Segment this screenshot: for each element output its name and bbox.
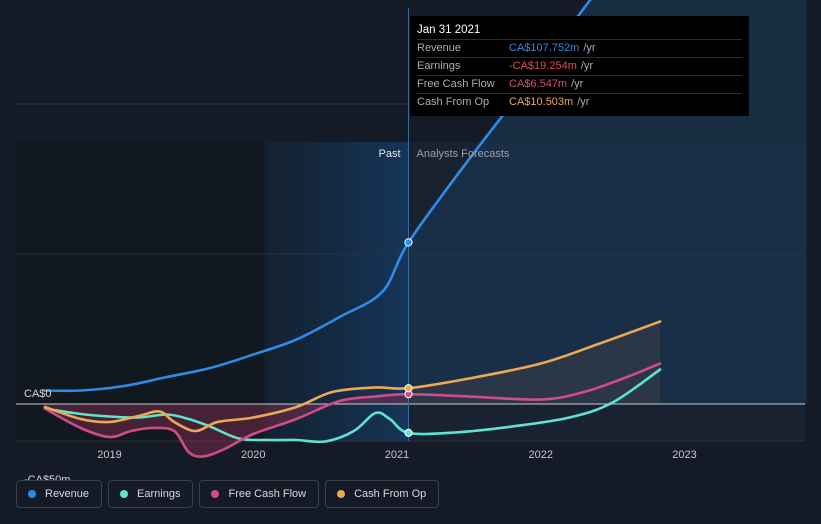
legend-label: Earnings xyxy=(137,488,181,500)
tooltip-label: Revenue xyxy=(417,42,462,54)
x-axis-tick-label: 2021 xyxy=(385,449,409,461)
series-line-free-cash-flow xyxy=(43,362,662,458)
tooltip-value: -CA$19.254m xyxy=(509,60,577,72)
tooltip-date: Jan 31 2021 xyxy=(417,22,742,40)
x-axis-tick-label: 2022 xyxy=(529,449,553,461)
x-axis-tick-label: 2023 xyxy=(672,449,696,461)
x-axis-tick-label: 2020 xyxy=(241,449,265,461)
tooltip-label: Earnings xyxy=(417,60,461,72)
series-line-cash-from-op xyxy=(43,320,662,433)
tooltip-label: Cash From Op xyxy=(417,96,490,108)
tooltip-label: Free Cash Flow xyxy=(417,78,495,90)
region-label-forecast: Analysts Forecasts xyxy=(417,148,510,160)
legend-item-revenue[interactable]: Revenue xyxy=(16,480,103,508)
legend-dot-icon xyxy=(211,490,220,498)
x-axis-tick-label: 2019 xyxy=(97,449,121,461)
region-label-past: Past xyxy=(378,148,400,160)
tooltip-value: CA$107.752m xyxy=(509,42,580,54)
tooltip-unit: /yr xyxy=(583,42,596,54)
legend: Revenue Earnings Free Cash Flow Cash Fro… xyxy=(16,480,440,510)
legend-dot-icon xyxy=(337,490,346,498)
legend-label: Cash From Op xyxy=(354,488,427,500)
legend-label: Revenue xyxy=(45,488,90,500)
y-axis-label: CA$0 xyxy=(24,388,52,400)
tooltip-row-cash-from-op: Cash From Op CA$10.503m /yr xyxy=(417,94,742,111)
legend-item-free-cash-flow[interactable]: Free Cash Flow xyxy=(199,480,320,508)
series-line-earnings xyxy=(43,368,662,444)
tooltip-value: CA$6.547m xyxy=(509,78,568,90)
highlight-marker-earnings xyxy=(404,428,413,437)
tooltip-unit: /yr xyxy=(577,96,590,108)
legend-dot-icon xyxy=(120,490,129,498)
tooltip-row-free-cash-flow: Free Cash Flow CA$6.547m /yr xyxy=(417,76,742,94)
tooltip-unit: /yr xyxy=(571,78,584,90)
cash-from-op-area xyxy=(408,321,661,404)
legend-dot-icon xyxy=(28,490,36,498)
highlight-marker-cash-from-op xyxy=(404,384,413,393)
tooltip-unit: /yr xyxy=(580,60,594,72)
free-cash-flow-area xyxy=(44,394,409,457)
legend-item-earnings[interactable]: Earnings xyxy=(108,480,194,508)
legend-label: Free Cash Flow xyxy=(228,488,307,500)
highlight-marker-revenue xyxy=(404,238,413,247)
series-line-revenue xyxy=(43,0,592,393)
tooltip-row-earnings: Earnings -CA$19.254m /yr xyxy=(417,58,742,76)
tooltip-row-revenue: Revenue CA$107.752m /yr xyxy=(417,40,742,58)
tooltip: Jan 31 2021 Revenue CA$107.752m /yr Earn… xyxy=(410,16,749,116)
tooltip-value: CA$10.503m xyxy=(509,96,574,108)
legend-item-cash-from-op[interactable]: Cash From Op xyxy=(325,480,440,508)
